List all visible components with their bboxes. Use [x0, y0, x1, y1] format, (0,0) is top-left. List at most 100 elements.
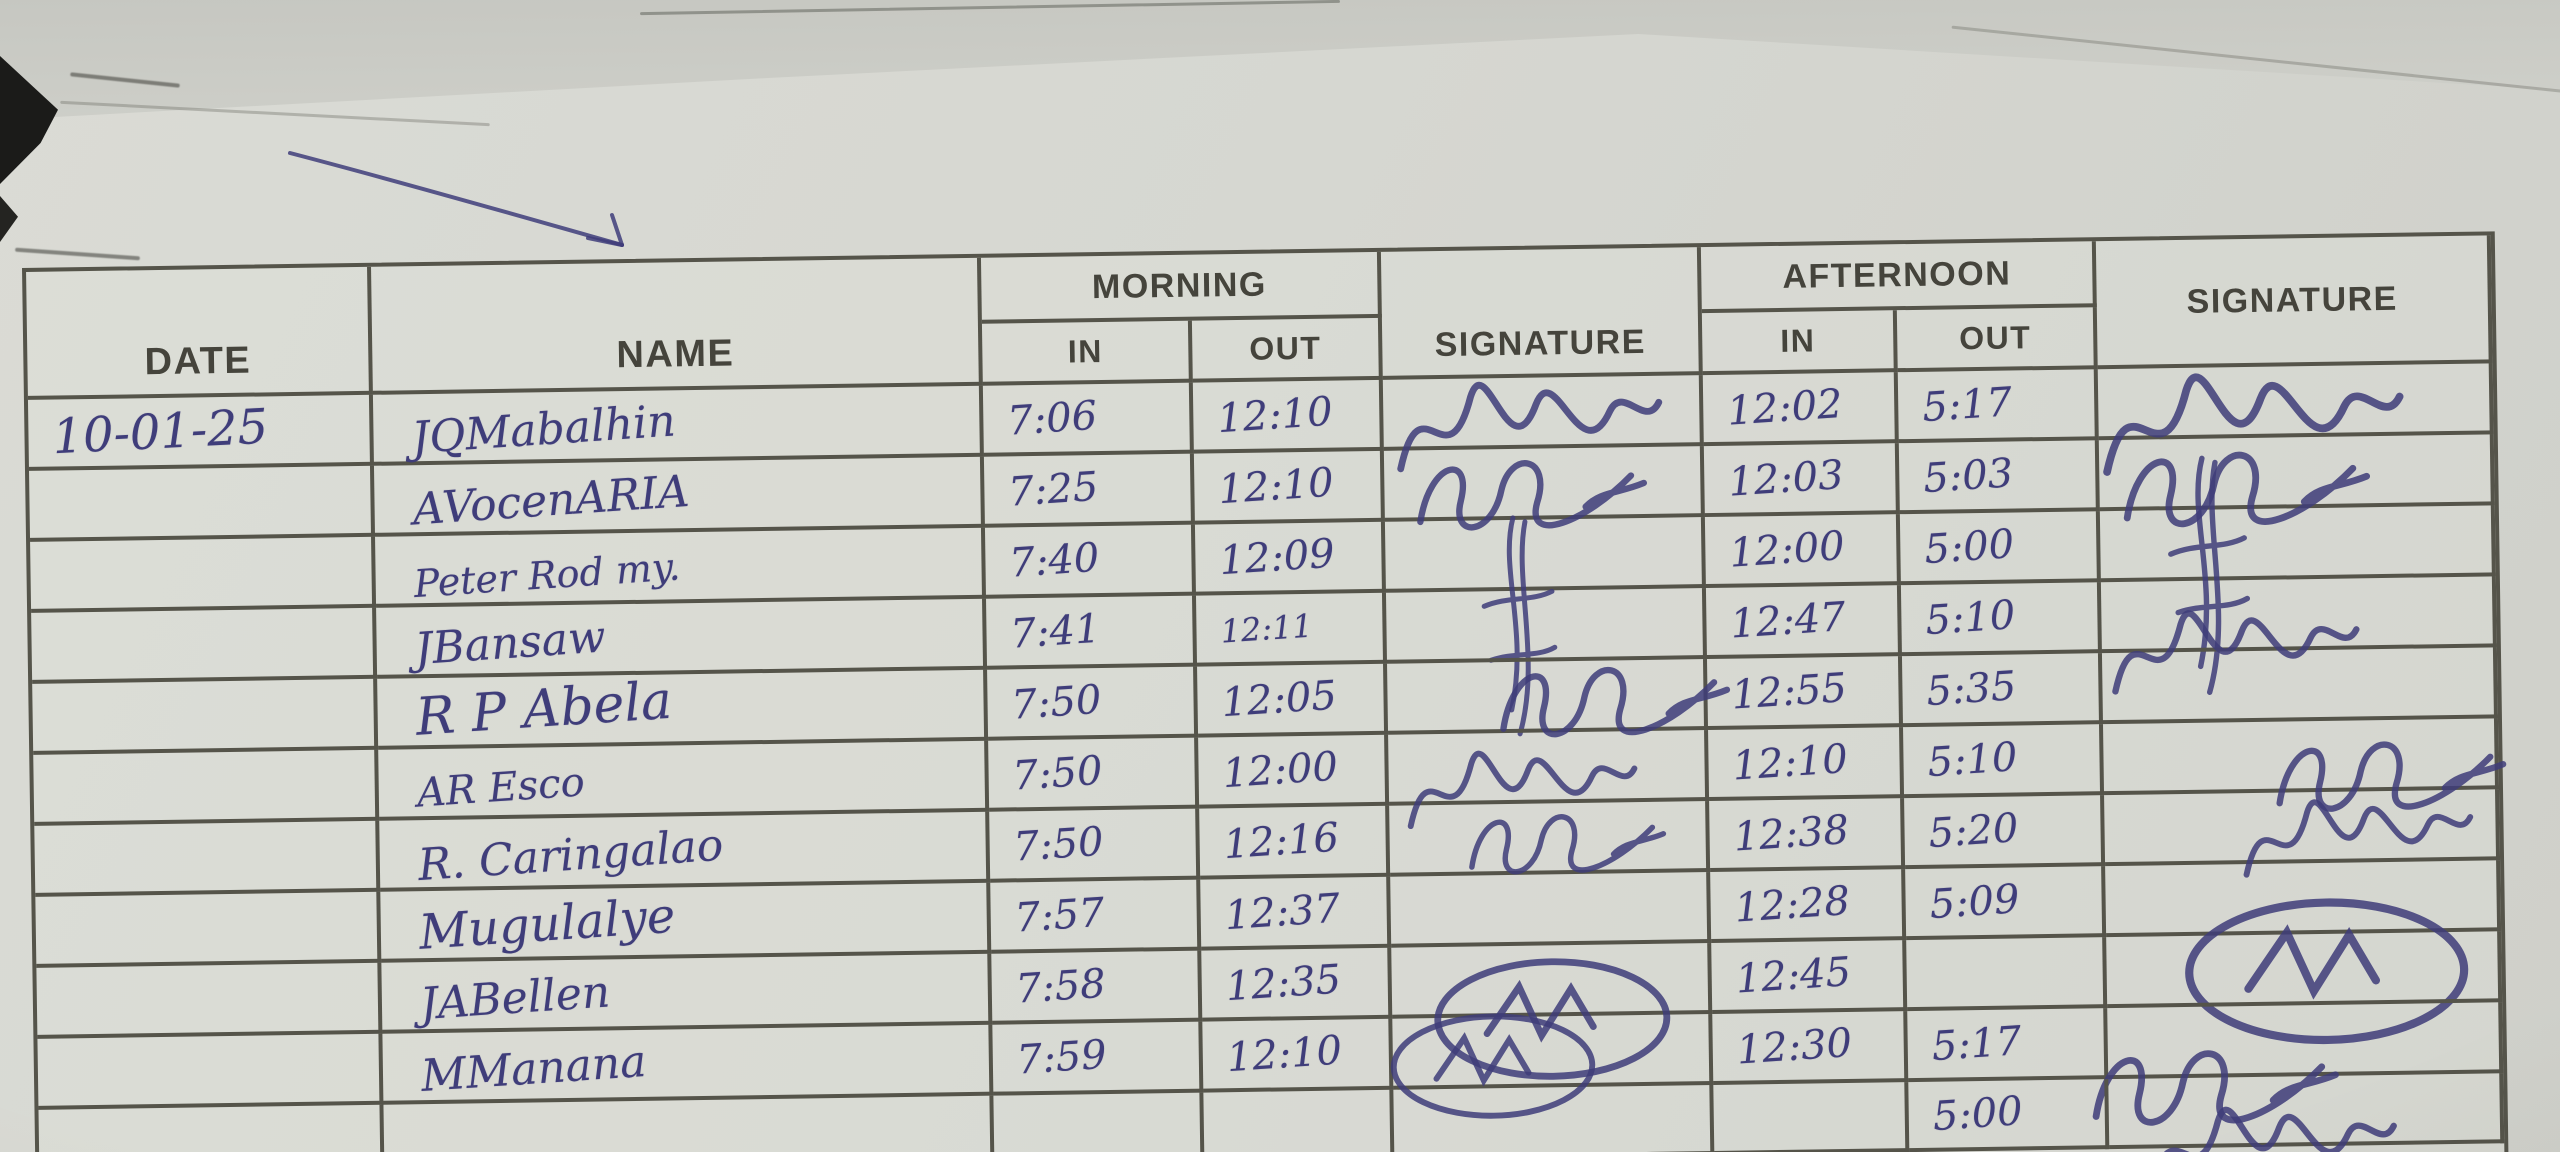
cell-morning-out: 12:09 — [1194, 521, 1386, 596]
cell-date — [29, 465, 376, 542]
column-header-morning-out: OUT — [1191, 317, 1383, 383]
cell-morning-out: 12:05 — [1197, 663, 1389, 738]
cell-morning-in: 7:50 — [987, 666, 1199, 741]
cell-afternoon-signature — [2097, 363, 2494, 440]
cell-morning-in — [993, 1092, 1205, 1152]
cell-afternoon-in: 12:45 — [1711, 940, 1908, 1015]
cell-date — [35, 891, 382, 968]
cell-morning-out: 12:10 — [1192, 379, 1384, 454]
column-header-name: NAME — [371, 257, 983, 395]
cell-name: Mugulalye — [380, 882, 992, 963]
cell-morning-out — [1203, 1089, 1395, 1152]
cell-morning-signature — [1385, 588, 1707, 664]
column-header-morning: MORNING — [980, 251, 1382, 324]
column-header-afternoon-signature: SIGNATURE — [2095, 235, 2493, 370]
cell-afternoon-in — [1713, 1082, 1910, 1152]
cell-afternoon-out: 5:10 — [1903, 724, 2105, 799]
cell-afternoon-out: 5:00 — [1908, 1079, 2110, 1152]
cell-afternoon-out: 5:09 — [1905, 866, 2107, 941]
cell-afternoon-signature — [2101, 647, 2498, 725]
cell-morning-in: 7:58 — [991, 950, 1203, 1025]
cell-afternoon-out — [1906, 937, 2108, 1012]
column-header-afternoon-in: IN — [1701, 310, 1898, 376]
cell-morning-out: 12:10 — [1202, 1018, 1394, 1093]
cell-date — [33, 749, 380, 826]
cell-name: R. Caringalao — [379, 811, 991, 892]
hand-drawn-arrow-icon — [288, 151, 624, 247]
cell-morning-signature — [1383, 446, 1705, 522]
cell-morning-signature — [1391, 943, 1713, 1019]
cell-date — [31, 607, 378, 684]
cell-name: Peter Rod my. — [375, 527, 987, 608]
cell-afternoon-signature — [2102, 718, 2499, 795]
cell-morning-in: 7:59 — [992, 1021, 1204, 1096]
cell-afternoon-signature — [2098, 434, 2495, 511]
cell-morning-signature — [1390, 872, 1712, 948]
cell-afternoon-out: 5:10 — [1900, 582, 2102, 657]
cell-morning-signature — [1392, 1014, 1714, 1090]
cell-name: AVocenARIA — [373, 456, 985, 537]
cell-date: 10-01-25 — [27, 394, 374, 471]
cell-name — [383, 1095, 995, 1152]
cell-afternoon-in: 12:03 — [1703, 443, 1900, 518]
cell-morning-in: 7:50 — [988, 737, 1200, 812]
cell-afternoon-out: 5:20 — [1904, 795, 2106, 870]
cell-name: JABellen — [381, 953, 993, 1034]
cell-morning-in: 7:40 — [984, 524, 1196, 599]
cell-name: R P Abela — [377, 669, 989, 750]
cell-name: JBansaw — [376, 598, 988, 679]
cell-morning-out: 12:37 — [1200, 876, 1392, 951]
cell-morning-out: 12:35 — [1201, 947, 1393, 1022]
cell-morning-out: 12:10 — [1193, 450, 1385, 525]
cell-name: MManana — [382, 1024, 994, 1105]
cell-morning-out: 12:16 — [1199, 805, 1391, 880]
cell-afternoon-in: 12:38 — [1709, 798, 1906, 873]
cell-afternoon-signature — [2099, 505, 2496, 582]
cell-afternoon-in: 12:28 — [1710, 869, 1907, 944]
cell-morning-in: 7:06 — [982, 382, 1194, 457]
cell-date — [36, 962, 383, 1039]
cell-afternoon-signature — [2106, 931, 2503, 1009]
cell-date — [38, 1104, 385, 1152]
cell-morning-signature — [1389, 801, 1711, 877]
cell-afternoon-in: 12:47 — [1705, 585, 1902, 660]
cell-afternoon-in: 12:55 — [1706, 656, 1904, 731]
cell-afternoon-out: 5:00 — [1899, 511, 2101, 586]
column-header-morning-signature: SIGNATURE — [1380, 247, 1703, 380]
cell-afternoon-in: 12:02 — [1702, 372, 1899, 447]
cell-date — [37, 1033, 384, 1110]
cell-afternoon-signature — [2105, 860, 2502, 937]
signature-scribble-icon — [2108, 1074, 2430, 1152]
cell-date — [32, 678, 379, 755]
column-header-afternoon: AFTERNOON — [1700, 241, 2097, 314]
cell-morning-in: 7:41 — [986, 595, 1198, 670]
cell-afternoon-signature — [2100, 576, 2497, 653]
cell-morning-signature — [1382, 375, 1704, 451]
cell-afternoon-out: 5:35 — [1901, 653, 2103, 728]
cell-date — [34, 820, 381, 897]
column-header-afternoon-out: OUT — [1896, 307, 2098, 373]
cell-morning-out: 12:00 — [1198, 734, 1390, 809]
column-header-morning-in: IN — [981, 320, 1193, 386]
cell-afternoon-signature — [2107, 1002, 2504, 1079]
cell-name: JQMabalhin — [372, 385, 984, 466]
cell-afternoon-in: 12:10 — [1708, 727, 1905, 802]
cell-afternoon-in: 12:00 — [1704, 514, 1901, 589]
cell-morning-signature — [1384, 517, 1706, 593]
cell-afternoon-in: 12:30 — [1712, 1011, 1909, 1085]
cell-morning-in: 7:50 — [989, 808, 1201, 883]
cell-date — [30, 536, 377, 613]
attendance-table: DATE NAME MORNING SIGNATURE AFTERNOON SI… — [22, 231, 2510, 1152]
cell-name: AR Esco — [378, 740, 990, 821]
column-header-date: DATE — [26, 266, 373, 400]
cell-afternoon-out: 5:03 — [1898, 440, 2100, 515]
cell-morning-signature — [1388, 730, 1710, 806]
cell-afternoon-out: 5:17 — [1907, 1008, 2109, 1083]
cell-morning-in: 7:57 — [990, 879, 1202, 954]
cell-afternoon-signature — [2108, 1073, 2505, 1152]
cell-afternoon-signature — [2104, 789, 2501, 866]
cell-morning-signature — [1393, 1084, 1715, 1152]
cell-afternoon-out: 5:17 — [1897, 369, 2099, 444]
